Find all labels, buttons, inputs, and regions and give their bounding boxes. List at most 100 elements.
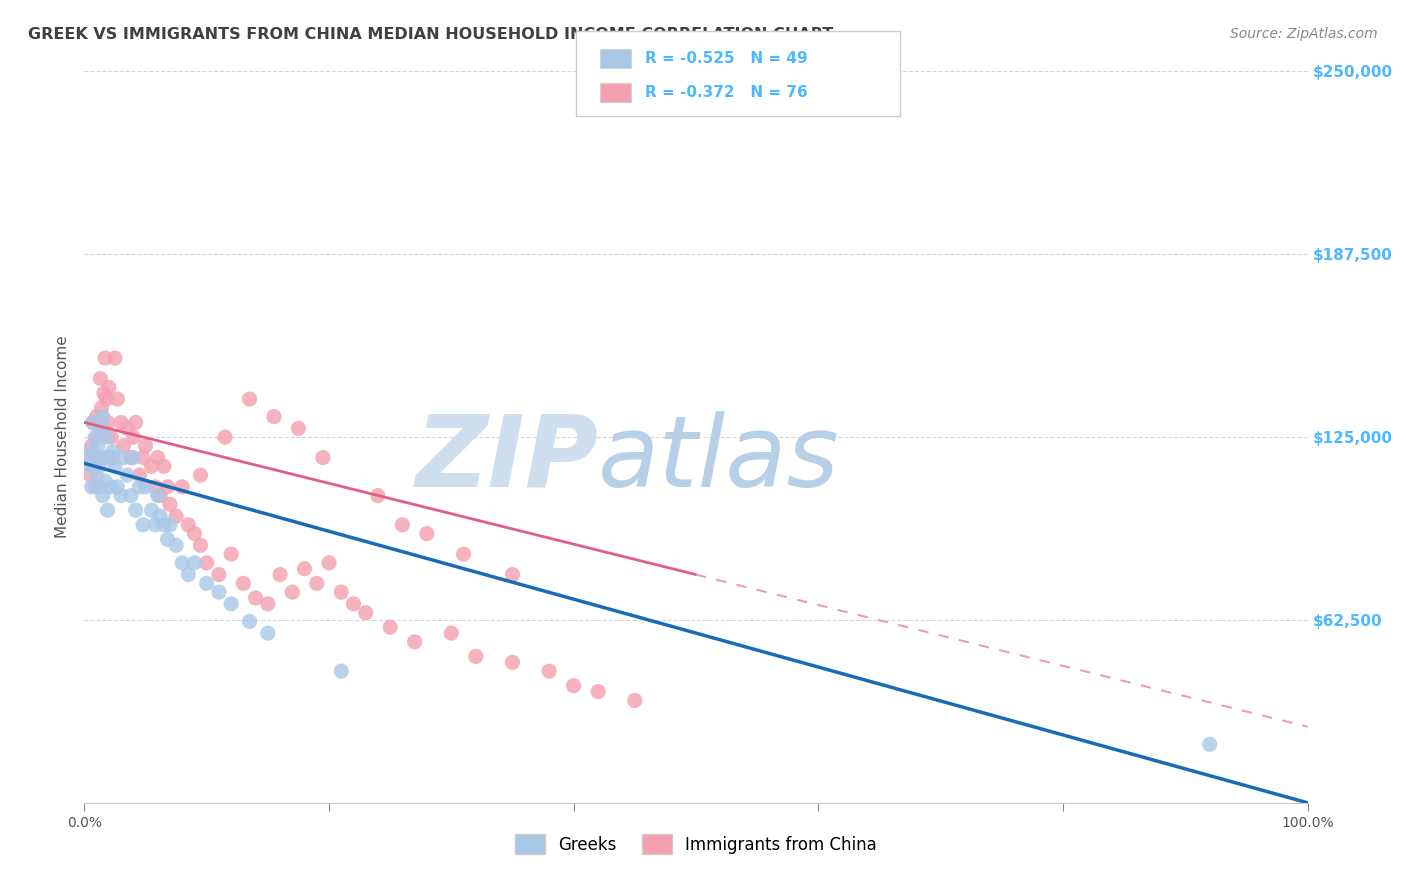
Point [122,430,145,444]
Point [87,439,110,453]
Point [97,380,120,394]
Point [624,693,647,707]
Point [87,450,110,465]
Point [330,585,353,599]
Point [91,489,114,503]
Point [367,489,389,503]
Point [318,556,340,570]
Point [502,656,524,670]
Point [90,401,112,415]
Point [91,421,114,435]
Point [190,538,212,552]
Point [146,450,169,465]
Point [132,450,155,465]
Point [177,517,200,532]
Point [502,567,524,582]
Point [100,480,122,494]
Point [77,450,100,465]
Text: R = -0.525   N = 49: R = -0.525 N = 49 [645,51,808,66]
Point [263,409,285,424]
Point [97,450,120,465]
Point [453,547,475,561]
Point [464,649,486,664]
Point [82,416,104,430]
Point [96,430,118,444]
Point [80,480,103,494]
Point [440,626,463,640]
Point [82,416,104,430]
Text: ZIP: ZIP [415,410,598,508]
Point [84,430,107,444]
Point [281,585,304,599]
Point [115,421,138,435]
Point [195,576,218,591]
Point [110,416,132,430]
Point [354,606,377,620]
Point [83,450,105,465]
Point [80,439,103,453]
Point [219,597,242,611]
Point [172,480,194,494]
Point [128,480,150,494]
Point [105,392,128,406]
Point [312,450,335,465]
Point [269,567,291,582]
Point [156,480,179,494]
Point [404,635,426,649]
Point [94,351,117,365]
Point [89,480,111,494]
Point [183,526,205,541]
Text: R = -0.372   N = 76: R = -0.372 N = 76 [645,85,808,100]
Point [125,416,148,430]
Point [149,489,172,503]
Point [132,517,155,532]
Point [87,430,110,444]
Point [305,576,328,591]
Point [96,392,118,406]
Point [146,489,169,503]
Point [562,679,585,693]
Point [84,480,107,494]
Point [120,450,142,465]
Point [190,468,212,483]
Point [1198,737,1220,751]
Point [77,459,100,474]
Point [83,459,105,474]
Point [112,439,135,453]
Point [105,480,128,494]
Point [177,567,200,582]
Point [93,386,115,401]
Point [128,468,150,483]
Point [97,416,120,430]
Point [149,509,172,524]
Point [165,509,187,524]
Point [101,450,124,465]
Point [153,459,176,474]
Point [172,556,194,570]
Point [214,430,236,444]
Text: Source: ZipAtlas.com: Source: ZipAtlas.com [1230,27,1378,41]
Point [79,444,101,458]
Point [153,517,176,532]
Point [165,538,187,552]
Point [159,517,181,532]
Point [156,533,179,547]
Point [287,421,309,435]
Point [110,489,132,503]
Point [294,562,316,576]
Y-axis label: Median Household Income: Median Household Income [55,335,70,539]
Point [238,392,260,406]
Point [86,409,108,424]
Point [416,526,439,541]
Point [159,497,181,511]
Point [90,421,112,435]
Point [100,430,122,444]
Text: GREEK VS IMMIGRANTS FROM CHINA MEDIAN HOUSEHOLD INCOME CORRELATION CHART: GREEK VS IMMIGRANTS FROM CHINA MEDIAN HO… [28,27,834,42]
Point [183,556,205,570]
Point [238,615,260,629]
Point [122,450,145,465]
Point [232,576,254,591]
Point [342,597,364,611]
Point [120,489,142,503]
Point [86,468,108,483]
